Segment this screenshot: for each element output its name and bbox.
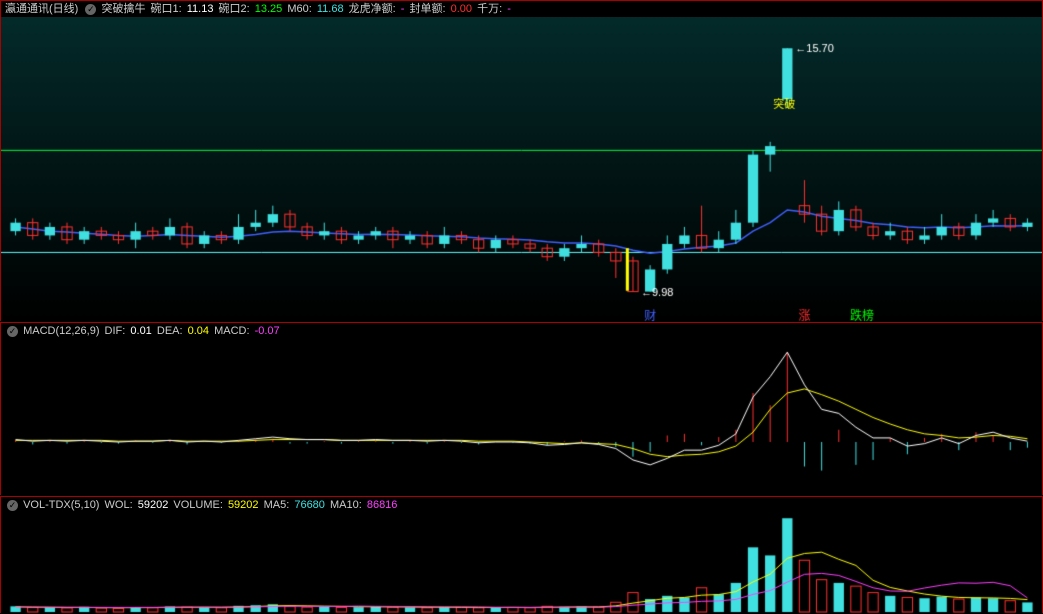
main-header: 瀛通通讯(日线) ✓ 突破擒牛 碗口1: 11.13 碗口2: 13.25 M6… (1, 1, 1042, 17)
stock-title: 瀛通通讯(日线) (5, 3, 78, 15)
check-icon: ✓ (7, 500, 18, 511)
macd-header: ✓ MACD(12,26,9) DIF: 0.01 DEA: 0.04 MACD… (1, 323, 1042, 339)
vol-labels: WOL: 59202 VOLUME: 59202 MA5: 76680 MA10… (105, 499, 400, 511)
vol-title: VOL-TDX(5,10) (23, 499, 99, 511)
main-chart-panel[interactable]: 瀛通通讯(日线) ✓ 突破擒牛 碗口1: 11.13 碗口2: 13.25 M6… (0, 0, 1043, 321)
candlestick-canvas[interactable] (1, 17, 1042, 322)
indicator-name: 突破擒牛 (101, 3, 145, 15)
macd-panel[interactable]: ✓ MACD(12,26,9) DIF: 0.01 DEA: 0.04 MACD… (0, 322, 1043, 495)
volume-panel[interactable]: ✓ VOL-TDX(5,10) WOL: 59202 VOLUME: 59202… (0, 496, 1043, 613)
macd-title: MACD(12,26,9) (23, 325, 99, 337)
check-icon: ✓ (7, 326, 18, 337)
main-labels: 碗口1: 11.13 碗口2: 13.25 M60: 11.68 龙虎净额: -… (151, 3, 513, 15)
volume-canvas[interactable] (1, 513, 1042, 614)
vol-header: ✓ VOL-TDX(5,10) WOL: 59202 VOLUME: 59202… (1, 497, 1042, 513)
check-icon: ✓ (85, 4, 96, 15)
macd-canvas[interactable] (1, 339, 1042, 496)
macd-labels: DIF: 0.01 DEA: 0.04 MACD: -0.07 (105, 325, 282, 337)
